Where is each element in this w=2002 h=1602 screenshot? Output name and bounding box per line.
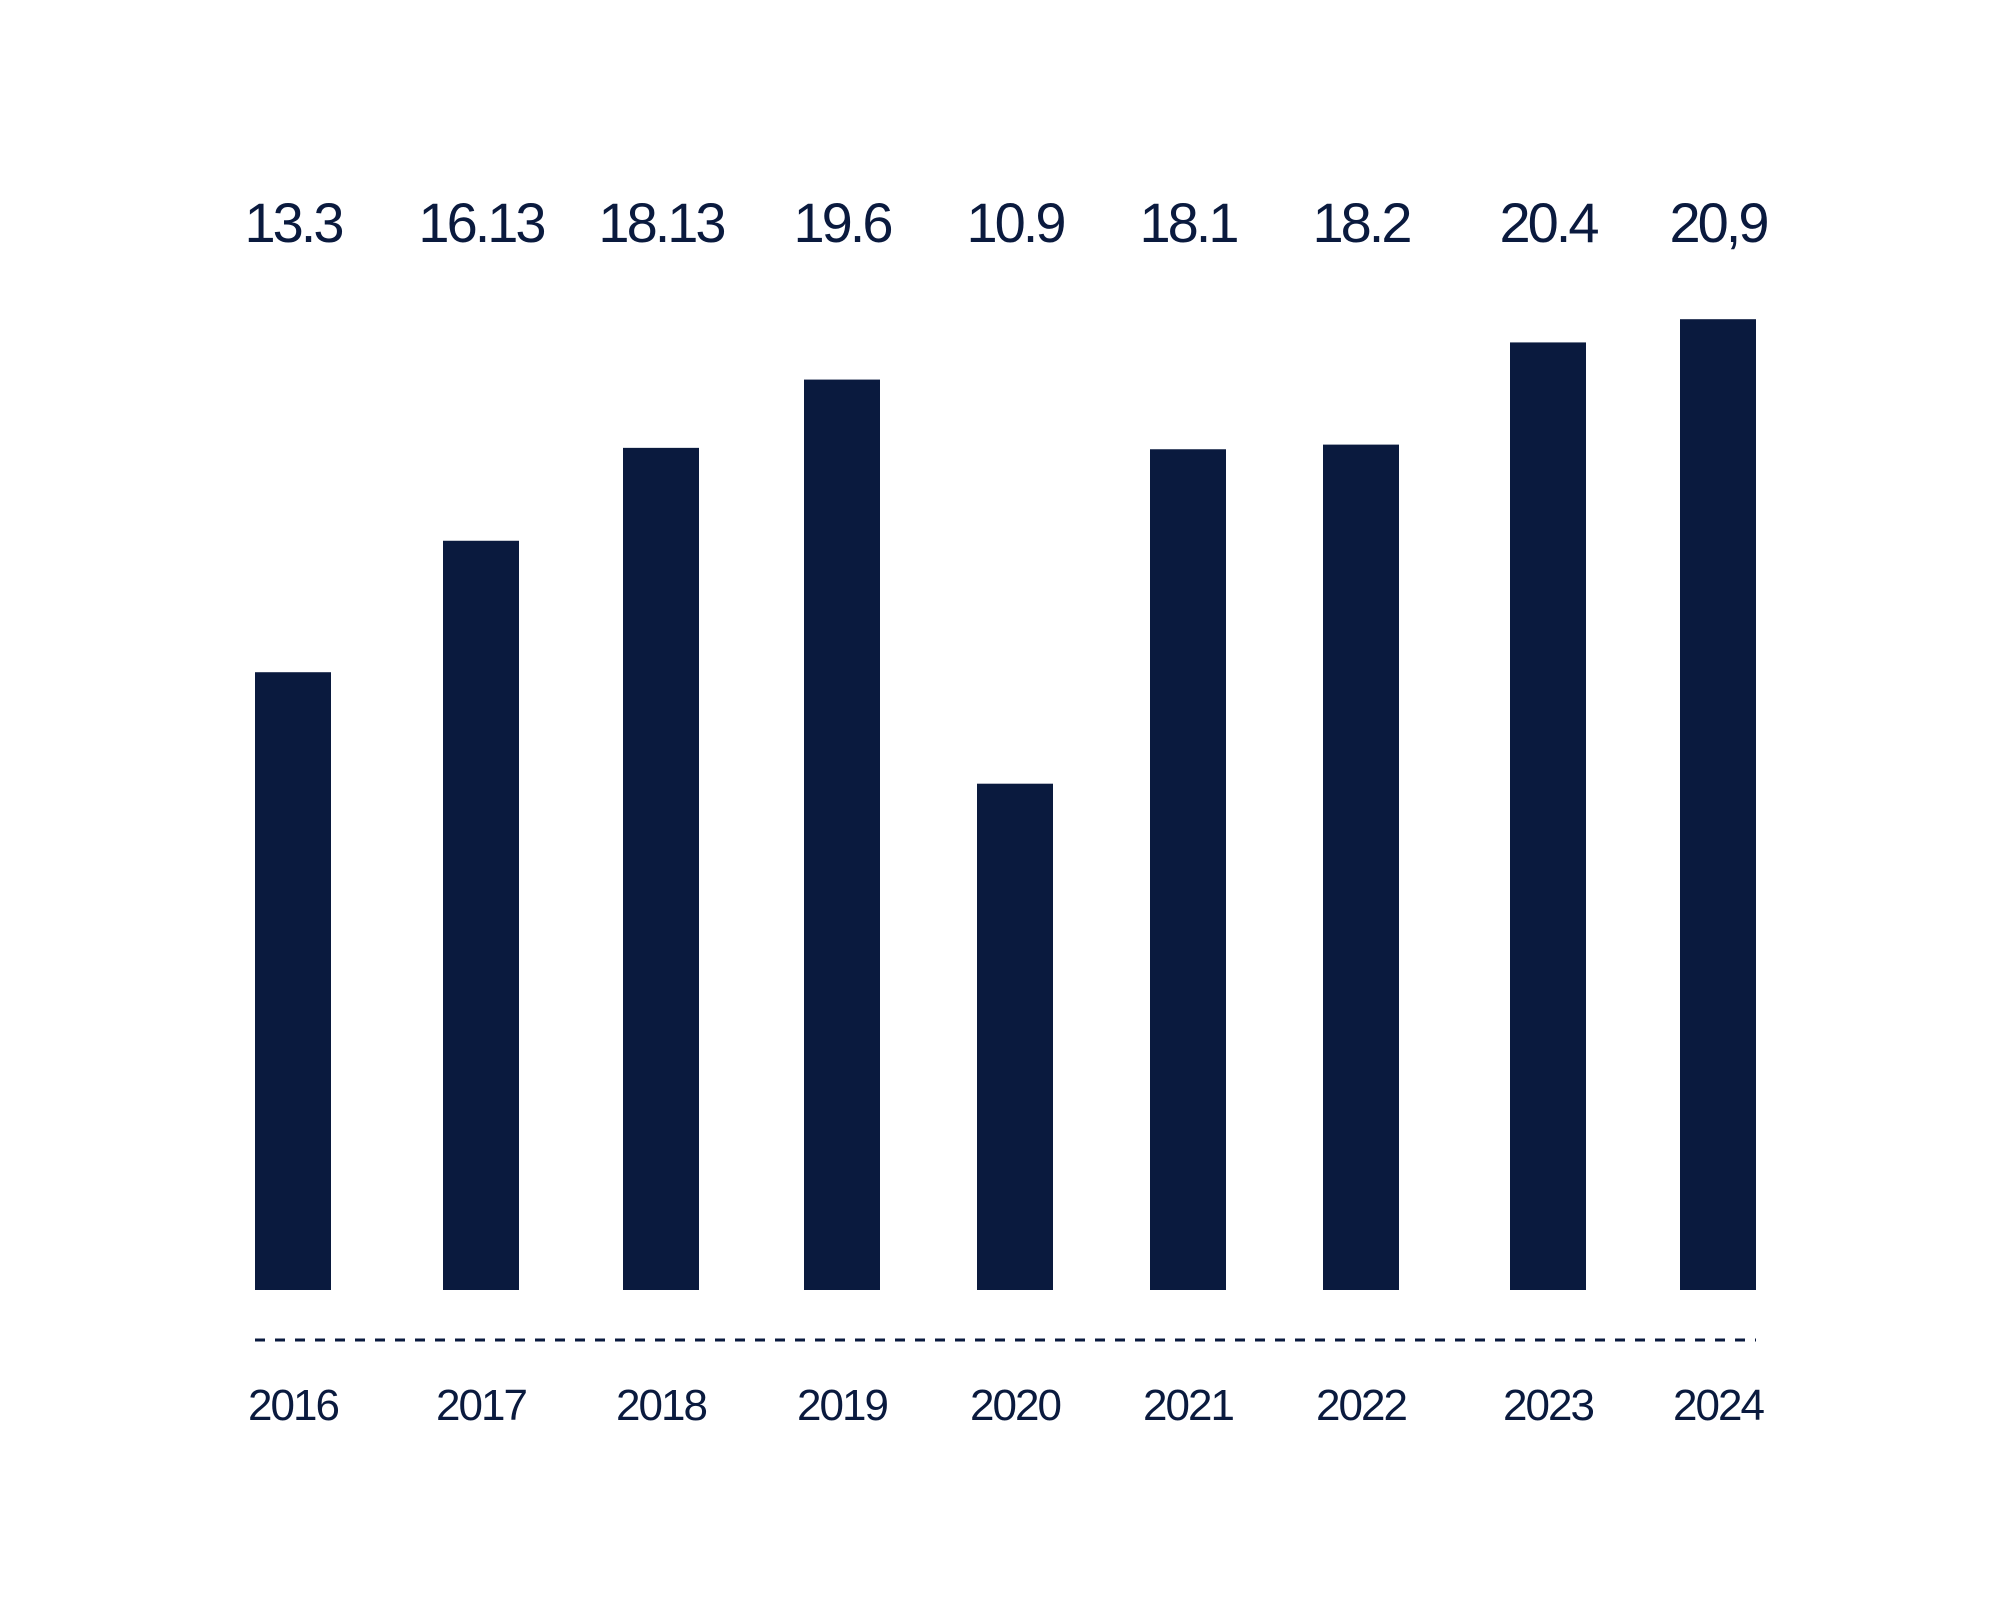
bar-2024: [1680, 319, 1756, 1290]
value-label-2024: 20,9: [1670, 191, 1768, 254]
bar-2020: [977, 783, 1053, 1290]
value-label-2016: 13.3: [245, 191, 343, 254]
category-label-2022: 2022: [1316, 1381, 1406, 1430]
bar-2019: [804, 379, 880, 1291]
category-label-2024: 2024: [1673, 1381, 1764, 1430]
value-label-2023: 20.4: [1500, 191, 1599, 254]
value-label-2022: 18.2: [1313, 191, 1411, 254]
bar-2016: [255, 672, 331, 1290]
category-label-2020: 2020: [970, 1381, 1060, 1430]
value-label-2020: 10.9: [967, 191, 1065, 254]
bars-layer: [255, 319, 1756, 1291]
category-label-2016: 2016: [248, 1381, 338, 1430]
bar-2022: [1323, 444, 1399, 1290]
value-label-2019: 19.6: [794, 191, 892, 254]
value-label-2021: 18.1: [1140, 191, 1238, 254]
bar-2023: [1510, 342, 1586, 1290]
bar-2018: [623, 447, 699, 1290]
value-label-2018: 18.13: [598, 191, 724, 254]
value-labels-layer: 13.3 16.13 18.13 19.6 10.9 18.1 18.2 20.4 20,9: [245, 191, 1771, 254]
category-label-2021: 2021: [1143, 1381, 1233, 1430]
bar-2021: [1150, 449, 1226, 1290]
category-labels-layer: 2016 2017 2018 2019 2020 2021 2022 2023 2024: [248, 1381, 1766, 1430]
category-label-2018: 2018: [616, 1381, 706, 1430]
category-label-2017: 2017: [436, 1381, 526, 1430]
value-label-2017: 16.13: [418, 191, 544, 254]
bar-2017: [443, 540, 519, 1290]
category-label-2019: 2019: [797, 1381, 887, 1430]
category-label-2023: 2023: [1503, 1381, 1593, 1430]
